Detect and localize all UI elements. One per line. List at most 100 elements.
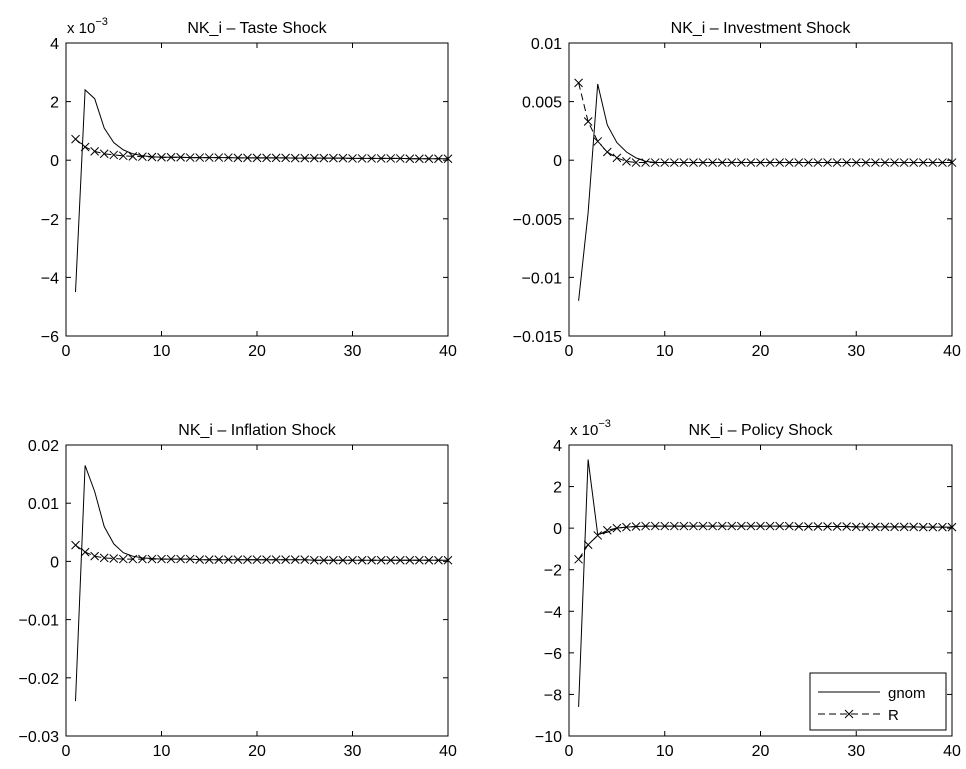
x-marker [195,555,205,565]
subplot-1: 0 10 20 30 40 −6 −4 −2 0 2 4 x 10−3 NK_i – Taste Sho… [41,16,457,360]
x-marker [602,525,612,535]
x-marker [300,153,310,163]
x-marker [622,157,631,166]
x-marker [176,152,185,162]
x-marker [281,555,291,565]
x-marker [281,153,291,163]
subplot-title: NK_i – Inflation Shock [178,422,336,439]
y-tick-label: −2 [544,563,562,580]
x-marker [823,158,832,167]
y-tick-label: 0.01 [531,36,562,53]
y-tick-label: −0.005 [513,212,562,229]
y-tick-label: −6 [544,646,562,663]
x-marker [309,153,319,163]
x-marker [583,117,593,126]
x-marker [689,158,698,167]
x-tick-label: 0 [62,343,71,360]
x-marker [99,149,109,159]
x-marker [784,158,794,167]
x-marker [80,142,90,152]
x-tick-label: 20 [752,743,770,760]
x-tick-label: 0 [565,743,574,760]
x-marker [147,554,157,564]
x-marker [717,158,727,167]
x-marker [185,153,195,162]
x-marker [348,555,357,565]
x-marker [909,158,919,167]
y-tick-label: −0.01 [522,270,563,287]
x-marker [717,521,727,531]
x-marker [660,158,670,167]
x-marker [650,521,660,531]
x-marker [386,555,396,565]
x-marker [434,555,443,565]
x-marker [871,522,880,532]
axes-frame [65,42,449,337]
x-marker [765,521,775,531]
x-marker [329,555,338,565]
x-tick-label: 40 [943,743,961,760]
x-marker [899,158,909,167]
x-marker [880,522,890,532]
legend: gnom R [809,672,947,731]
x-marker [290,153,300,163]
x-marker [424,555,434,565]
x-marker [71,540,80,550]
y-exponent-label: x 10−3 [570,418,611,439]
x-marker [775,521,785,531]
x-marker [851,522,861,532]
x-marker [947,522,957,532]
x-marker [271,555,281,565]
y-tick-label: −0.03 [19,729,60,746]
x-marker [395,555,405,565]
x-marker [195,153,205,162]
x-tick-label: 30 [847,743,865,760]
x-marker [669,158,679,167]
x-marker [861,522,871,532]
x-marker [99,553,109,563]
x-marker [736,521,746,531]
x-marker [338,555,348,565]
x-tick-label: 20 [248,743,266,760]
x-tick-label: 40 [439,743,457,760]
x-marker [679,521,689,531]
x-marker [443,154,453,164]
x-tick-label: 0 [565,343,574,360]
x-marker [214,555,224,565]
x-tick-label: 0 [62,743,71,760]
x-marker [861,158,871,167]
x-marker [660,521,670,531]
series-line-dashed [75,544,448,561]
x-marker [300,555,310,565]
y-tick-label: 2 [50,95,59,112]
x-marker [832,522,842,531]
x-marker [938,522,947,532]
x-marker [243,555,252,565]
subplot-3: 0 10 20 30 40 −0.03 −0.02 −0.01 0 0.01 0.02 NK_i – … [19,422,457,760]
subplot-title: NK_i – Policy Shock [688,422,833,439]
x-marker [698,521,708,531]
x-marker [804,522,813,531]
x-marker [823,522,832,531]
x-marker [641,521,650,531]
x-marker [593,531,603,540]
y-tick-label: 0 [50,554,59,571]
x-marker [899,522,909,532]
x-marker [223,555,233,565]
x-marker [851,158,861,167]
x-marker [271,153,281,163]
x-marker [612,523,622,533]
axes-frame [65,444,449,737]
x-marker [679,158,689,167]
y-tick-label: −8 [544,687,562,704]
x-marker [698,158,708,167]
x-marker [166,554,176,564]
x-marker [157,152,166,162]
x-marker [612,153,622,163]
x-marker [309,555,319,565]
x-marker [746,158,756,167]
legend-label-r: R [888,707,899,724]
x-tick-label: 40 [439,343,457,360]
y-tick-label: −2 [41,212,59,229]
x-marker [918,158,928,167]
